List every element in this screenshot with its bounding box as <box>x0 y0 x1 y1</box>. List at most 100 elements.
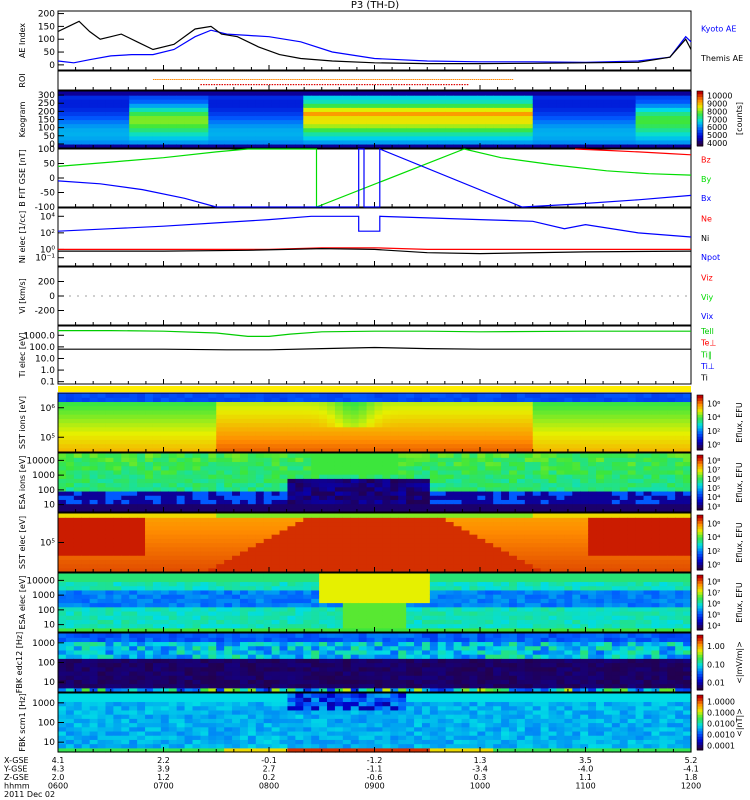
colorbar-cell <box>697 143 703 147</box>
sst-ions-cell <box>192 426 202 432</box>
roi-mark <box>292 84 295 86</box>
esa-ions-cell <box>572 490 581 496</box>
sst-ions-cell <box>239 447 249 453</box>
keogram-cell <box>160 103 170 108</box>
keogram-cell <box>176 139 186 145</box>
esa-ions-cell <box>509 461 518 467</box>
roi-mark <box>304 79 307 80</box>
keogram-cell <box>113 127 122 133</box>
esa-ions-cell <box>675 453 684 458</box>
esa-ions-cell <box>493 457 502 463</box>
keogram-cell <box>619 143 629 149</box>
sst-elec-cell <box>358 563 368 569</box>
roi-mark <box>228 79 231 80</box>
esa-ions-cell <box>477 482 486 488</box>
keogram-cell <box>208 115 217 121</box>
sst-ions-cell <box>524 439 534 445</box>
sst-elec-cell <box>406 546 415 552</box>
sst-ions-cell <box>485 409 494 415</box>
colorbar-cell <box>697 496 703 500</box>
esa-ions-cell <box>548 503 558 509</box>
esa-ions-cell <box>493 482 502 488</box>
keogram-cell <box>176 131 186 137</box>
keogram-cell <box>73 135 83 141</box>
sst-ions-cell <box>366 426 376 432</box>
sst-elec-cell <box>89 550 99 556</box>
sst-ions-cell <box>358 430 368 436</box>
sst-elec-cell <box>453 525 463 531</box>
sst-ions-cell <box>469 447 478 453</box>
keogram-cell <box>493 131 502 137</box>
esa-ions-cell <box>295 465 304 471</box>
roi-mark <box>427 79 429 80</box>
sst-ions-cell <box>97 418 107 424</box>
sst-elec-cell <box>208 513 217 518</box>
keogram-cell <box>453 99 463 104</box>
esa-ions-cell <box>572 495 581 500</box>
esa-ions-cell <box>152 486 162 492</box>
sst-ions-cell <box>398 435 407 440</box>
esa-ions-cell <box>192 453 202 458</box>
sst-ions-cell <box>374 405 384 411</box>
keogram-cell <box>453 119 463 125</box>
esa-ions-cell <box>603 457 613 463</box>
sst-elec-cell <box>358 517 368 523</box>
keogram-cell <box>137 143 146 149</box>
keogram-cell <box>540 143 550 149</box>
sst-ions-cell <box>279 422 289 428</box>
sst-ions-cell <box>145 435 154 440</box>
sst-elec-cell <box>429 546 439 552</box>
keogram-cell <box>271 131 281 137</box>
colorbar-cell <box>697 468 703 472</box>
sst-ions-cell <box>524 397 534 403</box>
esa-ions-cell <box>176 486 186 492</box>
sst-ions-cell <box>113 414 122 419</box>
sst-ions-cell <box>271 439 281 445</box>
esa-ions-cell <box>509 499 518 505</box>
keogram-cell <box>295 143 304 149</box>
sst-ions-cell <box>683 426 692 432</box>
roi-mark <box>350 84 353 86</box>
keogram-cell <box>113 139 122 145</box>
bfit-tick-label: -50 <box>40 189 55 199</box>
keogram-cell <box>160 123 170 129</box>
roi-mark <box>199 79 201 80</box>
esa-ions-cell <box>469 465 478 471</box>
sst-elec-cell <box>176 550 186 556</box>
sst-ions-cell <box>152 414 162 419</box>
roi-mark <box>200 84 202 86</box>
esa-ions-cell <box>168 465 178 471</box>
esa-ions-cell <box>493 503 502 509</box>
legend-By: By <box>701 175 711 184</box>
roi-mark <box>239 79 241 80</box>
sst-ions-cell <box>603 393 613 398</box>
esa-ions-cell <box>540 457 550 463</box>
keogram-cell <box>532 115 542 121</box>
sst-ions-cell <box>263 409 273 415</box>
sst-elec-cell <box>358 538 368 544</box>
esa-ions-cell <box>675 478 684 484</box>
esa-ions-cell <box>239 490 249 496</box>
esa-ions-cell <box>524 465 534 471</box>
esa-ions-cell <box>524 490 534 496</box>
sst-ions-cell <box>58 393 67 398</box>
keogram-cell <box>58 123 67 129</box>
esa-ions-cell <box>509 465 518 471</box>
esa-ions-cell <box>374 461 384 467</box>
keogram-cell <box>216 143 225 149</box>
keogram-cell <box>73 123 83 129</box>
sst-ions-cell <box>65 418 75 424</box>
keogram-cell <box>548 127 558 133</box>
sst-elec-cell <box>255 559 265 565</box>
sst-elec-cell <box>121 513 130 518</box>
esa-ions-cell <box>216 453 225 458</box>
keogram-cell <box>453 143 463 149</box>
keogram-cell <box>509 127 518 133</box>
sst-ions-cell <box>643 430 653 436</box>
sst-ions-cell <box>97 422 107 428</box>
esa-ions-cell <box>382 474 391 479</box>
keogram-cell <box>342 91 352 96</box>
sst-ions-cell <box>232 435 241 440</box>
keogram-cell <box>279 139 289 145</box>
esa-ions-cell <box>255 478 265 484</box>
